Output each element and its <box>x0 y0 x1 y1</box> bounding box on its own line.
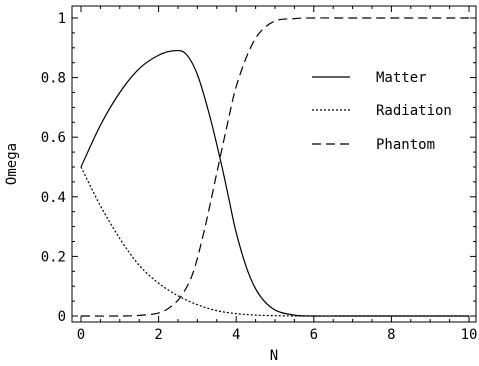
x-tick-label: 4 <box>232 327 240 343</box>
y-tick-label: 0.4 <box>41 190 66 206</box>
y-tick-label: 0.8 <box>41 71 66 87</box>
series-layer <box>80 17 469 317</box>
y-tick-label: 1 <box>58 11 66 27</box>
y-axis-label: Omega <box>4 143 20 185</box>
y-tick-label: 0.6 <box>41 130 66 146</box>
ticks: 0 2 4 6 8 10 0 0.2 0.4 0.6 0.8 1 <box>41 6 478 343</box>
x-tick-label: 2 <box>154 327 162 343</box>
x-tick-label: 0 <box>77 327 85 343</box>
legend: Matter Radiation Phantom <box>312 70 452 153</box>
x-tick-label: 10 <box>461 327 478 343</box>
x-tick-label: 8 <box>387 327 395 343</box>
legend-label-matter: Matter <box>376 70 427 86</box>
y-tick-label: 0 <box>58 309 66 325</box>
legend-label-radiation: Radiation <box>376 103 452 119</box>
legend-label-phantom: Phantom <box>376 137 435 153</box>
series-line-radiation <box>80 166 469 317</box>
x-tick-label: 6 <box>310 327 318 343</box>
series-line-matter <box>80 49 469 317</box>
x-axis-label: N <box>270 348 278 364</box>
y-tick-label: 0.2 <box>41 249 66 265</box>
plot-frame <box>71 5 477 323</box>
series-line-phantom <box>80 17 469 317</box>
